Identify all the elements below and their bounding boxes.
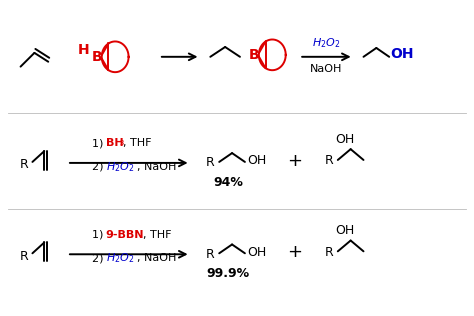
Text: $H_2O_2$: $H_2O_2$ bbox=[312, 36, 340, 50]
Text: OH: OH bbox=[247, 246, 266, 259]
Text: B: B bbox=[248, 48, 259, 62]
Text: $H_2O_2$: $H_2O_2$ bbox=[106, 251, 134, 265]
Text: 1): 1) bbox=[92, 138, 107, 148]
Text: B: B bbox=[91, 50, 102, 64]
Text: R: R bbox=[20, 158, 29, 171]
Text: , NaOH: , NaOH bbox=[137, 253, 176, 263]
Text: , THF: , THF bbox=[143, 230, 172, 240]
Text: R: R bbox=[206, 248, 215, 261]
Text: OH: OH bbox=[335, 224, 355, 237]
Text: , NaOH: , NaOH bbox=[137, 162, 176, 172]
Text: 1): 1) bbox=[92, 230, 107, 240]
Text: R: R bbox=[325, 155, 333, 167]
Text: $H_2O_2$: $H_2O_2$ bbox=[106, 160, 134, 174]
Text: 2): 2) bbox=[92, 162, 107, 172]
Text: 94%: 94% bbox=[213, 176, 243, 189]
Text: R: R bbox=[20, 250, 29, 263]
Text: R: R bbox=[325, 246, 333, 259]
Text: OH: OH bbox=[335, 133, 355, 146]
Text: +: + bbox=[287, 243, 302, 261]
Text: H: H bbox=[77, 43, 89, 57]
Text: OH: OH bbox=[390, 47, 414, 61]
Text: , THF: , THF bbox=[123, 138, 152, 148]
Text: OH: OH bbox=[247, 155, 266, 167]
Text: NaOH: NaOH bbox=[310, 64, 342, 74]
Text: $_3$: $_3$ bbox=[119, 138, 125, 148]
Text: 9-BBN: 9-BBN bbox=[106, 230, 144, 240]
Text: 2): 2) bbox=[92, 253, 107, 263]
Text: 99.9%: 99.9% bbox=[207, 267, 250, 280]
Text: +: + bbox=[287, 152, 302, 170]
Text: R: R bbox=[206, 156, 215, 169]
Text: BH: BH bbox=[106, 138, 123, 148]
